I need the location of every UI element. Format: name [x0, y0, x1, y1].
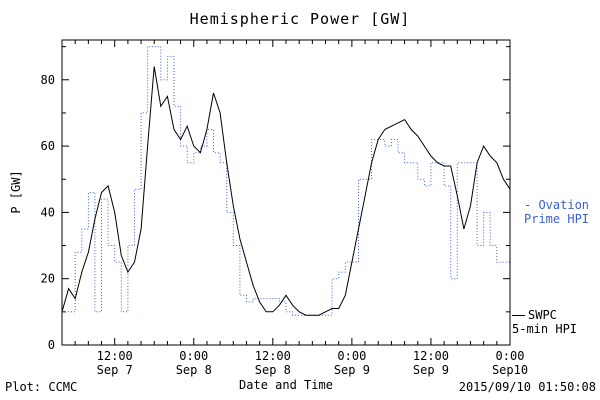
svg-text:0: 0 — [48, 338, 55, 352]
series-ovation-prime-hpi — [62, 46, 510, 316]
swpc-line-sample — [512, 315, 525, 316]
legend-swpc-line2: 5-min HPI — [512, 322, 578, 336]
svg-text:12:00: 12:00 — [413, 349, 449, 363]
svg-text:80: 80 — [41, 73, 55, 87]
plot-source-label: Plot: CCMC — [5, 380, 78, 394]
svg-text:Sep 8: Sep 8 — [255, 363, 291, 377]
svg-text:60: 60 — [41, 139, 55, 153]
svg-text:Sep 8: Sep 8 — [176, 363, 212, 377]
svg-text:Sep 9: Sep 9 — [334, 363, 370, 377]
legend-ovation-line1: - Ovation — [524, 198, 590, 212]
svg-text:40: 40 — [41, 205, 55, 219]
chart-title: Hemispheric Power [GW] — [189, 10, 411, 28]
legend-ovation-line2: Prime HPI — [524, 212, 590, 226]
plot-timestamp: 2015/09/10 01:50:08 — [458, 380, 596, 394]
svg-text:0:00: 0:00 — [179, 349, 208, 363]
legend-swpc-line1: SWPC — [528, 308, 557, 322]
svg-text:0:00: 0:00 — [337, 349, 366, 363]
svg-text:Sep 9: Sep 9 — [413, 363, 449, 377]
x-axis-label: Date and Time — [239, 378, 333, 392]
svg-text:Sep10: Sep10 — [492, 363, 528, 377]
svg-text:12:00: 12:00 — [255, 349, 291, 363]
svg-text:20: 20 — [41, 272, 55, 286]
svg-text:0:00: 0:00 — [496, 349, 525, 363]
legend-ovation-prime-hpi: - Ovation Prime HPI — [524, 198, 589, 226]
series-swpc-5-min-hpi — [61, 66, 511, 316]
svg-text:12:00: 12:00 — [97, 349, 133, 363]
y-axis-label: P [GW] — [9, 170, 23, 214]
svg-text:Sep 7: Sep 7 — [97, 363, 133, 377]
legend-swpc-5min-hpi: SWPC 5-min HPI — [512, 308, 577, 336]
